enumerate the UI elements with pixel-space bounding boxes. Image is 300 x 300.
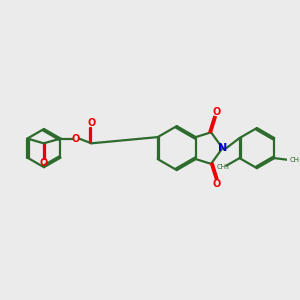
Text: O: O: [213, 179, 221, 189]
Text: O: O: [72, 134, 80, 143]
Text: CH₃: CH₃: [217, 164, 230, 170]
Text: N: N: [218, 143, 227, 153]
Text: O: O: [40, 158, 48, 168]
Text: CH₃: CH₃: [290, 157, 300, 163]
Text: O: O: [87, 118, 95, 128]
Text: O: O: [213, 107, 221, 117]
